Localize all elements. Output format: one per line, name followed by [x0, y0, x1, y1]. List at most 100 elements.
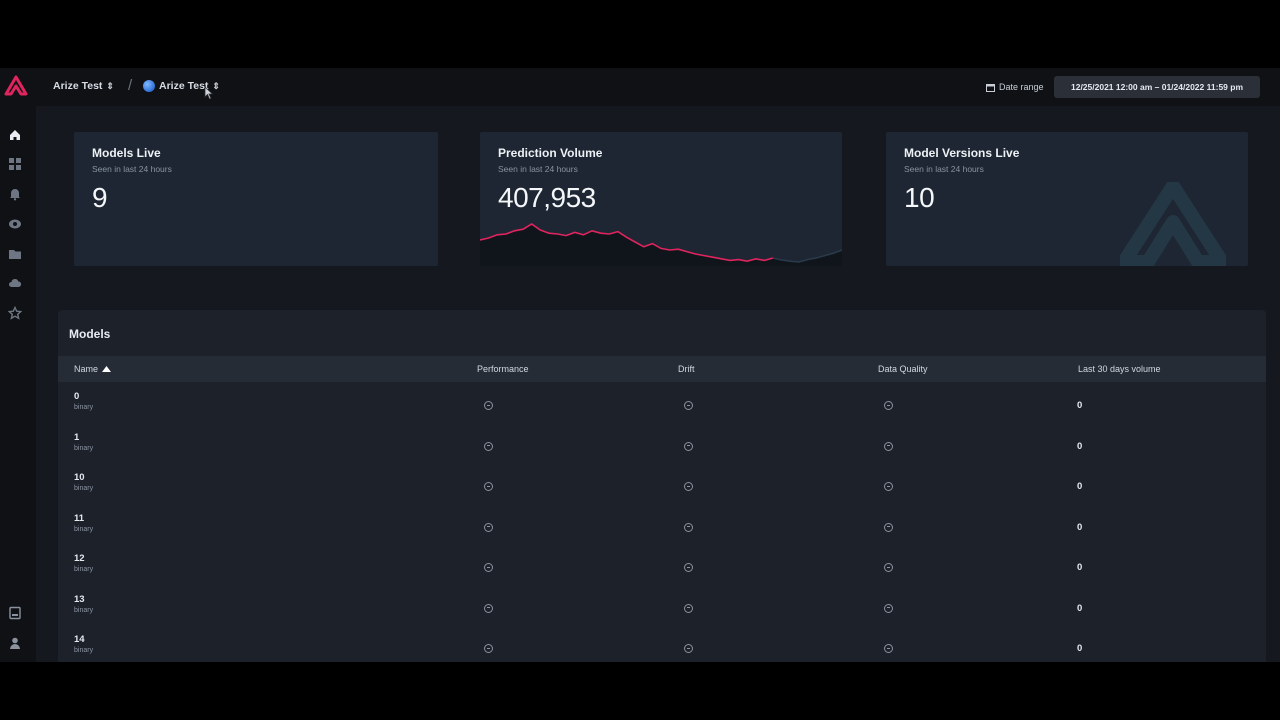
sidebar [0, 68, 36, 662]
model-name: 12 [74, 553, 85, 564]
table-row[interactable]: 11 binary 0 [58, 508, 1266, 548]
table-row[interactable]: 14 binary 0 [58, 629, 1266, 662]
monitor-icon[interactable] [7, 216, 23, 232]
card-subtitle: Seen in last 24 hours [498, 164, 578, 174]
model-type: binary [74, 606, 94, 614]
drift-status-icon [684, 401, 693, 410]
calendar-icon [986, 83, 995, 92]
model-name-cell[interactable]: 1 binary [74, 432, 93, 452]
model-type: binary [74, 525, 94, 533]
arize-watermark-icon [1120, 182, 1226, 266]
model-name: 11 [74, 512, 85, 524]
date-range-picker[interactable]: 12/25/2021 12:00 am – 01/24/2022 11:59 p… [1054, 76, 1260, 98]
breadcrumb-separator: / [128, 77, 133, 94]
model-versions-live-card: Model Versions Live Seen in last 24 hour… [886, 132, 1248, 266]
model-name: 0 [74, 391, 80, 402]
table-row[interactable]: 10 binary 0 [58, 467, 1266, 507]
docs-icon[interactable] [7, 605, 23, 621]
column-header-performance[interactable]: Performance [477, 364, 529, 374]
bell-icon[interactable] [7, 186, 23, 202]
model-name-cell[interactable]: 14 binary [74, 634, 93, 654]
performance-status-icon [484, 401, 493, 410]
star-icon[interactable] [7, 305, 23, 321]
performance-status-icon [484, 482, 493, 491]
volume-value: 0 [1077, 562, 1083, 573]
model-type: binary [74, 485, 94, 492]
card-title: Model Versions Live [904, 146, 1020, 160]
data-quality-status-icon [884, 563, 893, 572]
model-type: binary [74, 647, 94, 654]
card-title: Models Live [92, 146, 161, 160]
table-row[interactable]: 13 binary 0 [58, 589, 1266, 629]
org-selector[interactable]: Arize Test ⇕ [53, 80, 114, 92]
data-quality-status-icon [884, 401, 893, 410]
table-row[interactable]: 0 binary 0 [58, 386, 1266, 426]
models-title: Models [69, 327, 111, 341]
card-subtitle: Seen in last 24 hours [904, 164, 984, 174]
date-range-label-text: Date range [999, 82, 1044, 92]
model-name-cell[interactable]: 0 binary [74, 391, 93, 411]
top-bar: Arize Test ⇕ / Arize Test ⇕ Date range 1… [36, 68, 1280, 106]
column-header-drift[interactable]: Drift [678, 364, 695, 374]
org-label: Arize Test [53, 80, 103, 92]
drift-status-icon [684, 644, 693, 653]
globe-icon [143, 80, 155, 92]
home-icon[interactable] [7, 127, 23, 143]
space-label: Arize Test [159, 80, 209, 92]
model-name: 14 [74, 634, 85, 645]
performance-status-icon [484, 522, 493, 532]
data-quality-status-icon [884, 522, 893, 532]
sort-ascending-icon [102, 365, 112, 372]
card-subtitle: Seen in last 24 hours [92, 164, 172, 174]
model-name-cell[interactable]: 13 binary [74, 594, 93, 614]
model-name: 10 [74, 472, 85, 483]
volume-value: 0 [1077, 440, 1083, 452]
model-name: 1 [74, 431, 80, 443]
data-quality-status-icon [884, 603, 893, 613]
table-row[interactable]: 12 binary 0 [58, 548, 1266, 588]
column-header-data-quality[interactable]: Data Quality [878, 364, 928, 374]
drift-status-icon [684, 441, 693, 451]
chevron-updown-icon: ⇕ [212, 80, 220, 91]
card-title: Prediction Volume [498, 146, 603, 160]
app-window: Arize Test ⇕ / Arize Test ⇕ Date range 1… [0, 68, 1280, 662]
column-header-volume[interactable]: Last 30 days volume [1078, 364, 1161, 374]
table-row[interactable]: 1 binary 0 [58, 427, 1266, 467]
volume-value: 0 [1077, 643, 1083, 654]
models-table-header: Name Performance Drift Data Quality Last… [58, 356, 1266, 382]
drift-status-icon [684, 563, 693, 572]
data-quality-status-icon [884, 482, 893, 491]
prediction-volume-sparkline [480, 223, 842, 266]
space-selector[interactable]: Arize Test ⇕ [143, 80, 220, 92]
arize-logo[interactable] [4, 74, 28, 98]
performance-status-icon [484, 441, 493, 451]
sparkline-area [480, 224, 842, 266]
column-label: Name [74, 364, 99, 374]
drift-status-icon [684, 603, 693, 613]
model-type: binary [74, 444, 94, 452]
data-quality-status-icon [884, 644, 893, 653]
performance-status-icon [484, 563, 493, 572]
drift-status-icon [684, 522, 693, 532]
card-value: 10 [904, 182, 935, 213]
model-name-cell[interactable]: 11 binary [74, 513, 93, 533]
mouse-cursor-icon [204, 86, 214, 100]
models-live-card: Models Live Seen in last 24 hours 9 [74, 132, 438, 266]
models-panel: Models Name Performance Drift Data Quali… [58, 310, 1266, 662]
date-range-label: Date range [986, 82, 1044, 92]
dashboard-icon[interactable] [7, 156, 23, 172]
performance-status-icon [484, 603, 493, 613]
model-type: binary [74, 404, 94, 411]
data-quality-status-icon [884, 441, 893, 451]
volume-value: 0 [1077, 400, 1083, 411]
model-name-cell[interactable]: 10 binary [74, 472, 93, 492]
card-value: 407,953 [498, 182, 596, 213]
column-header-name[interactable]: Name [74, 364, 112, 374]
model-name-cell[interactable]: 12 binary [74, 553, 93, 573]
folder-icon[interactable] [7, 246, 23, 262]
sparkline-line-recent [772, 249, 842, 263]
volume-value: 0 [1077, 602, 1083, 614]
user-icon[interactable] [7, 635, 23, 651]
volume-value: 0 [1077, 521, 1083, 533]
cloud-icon[interactable] [7, 275, 23, 291]
